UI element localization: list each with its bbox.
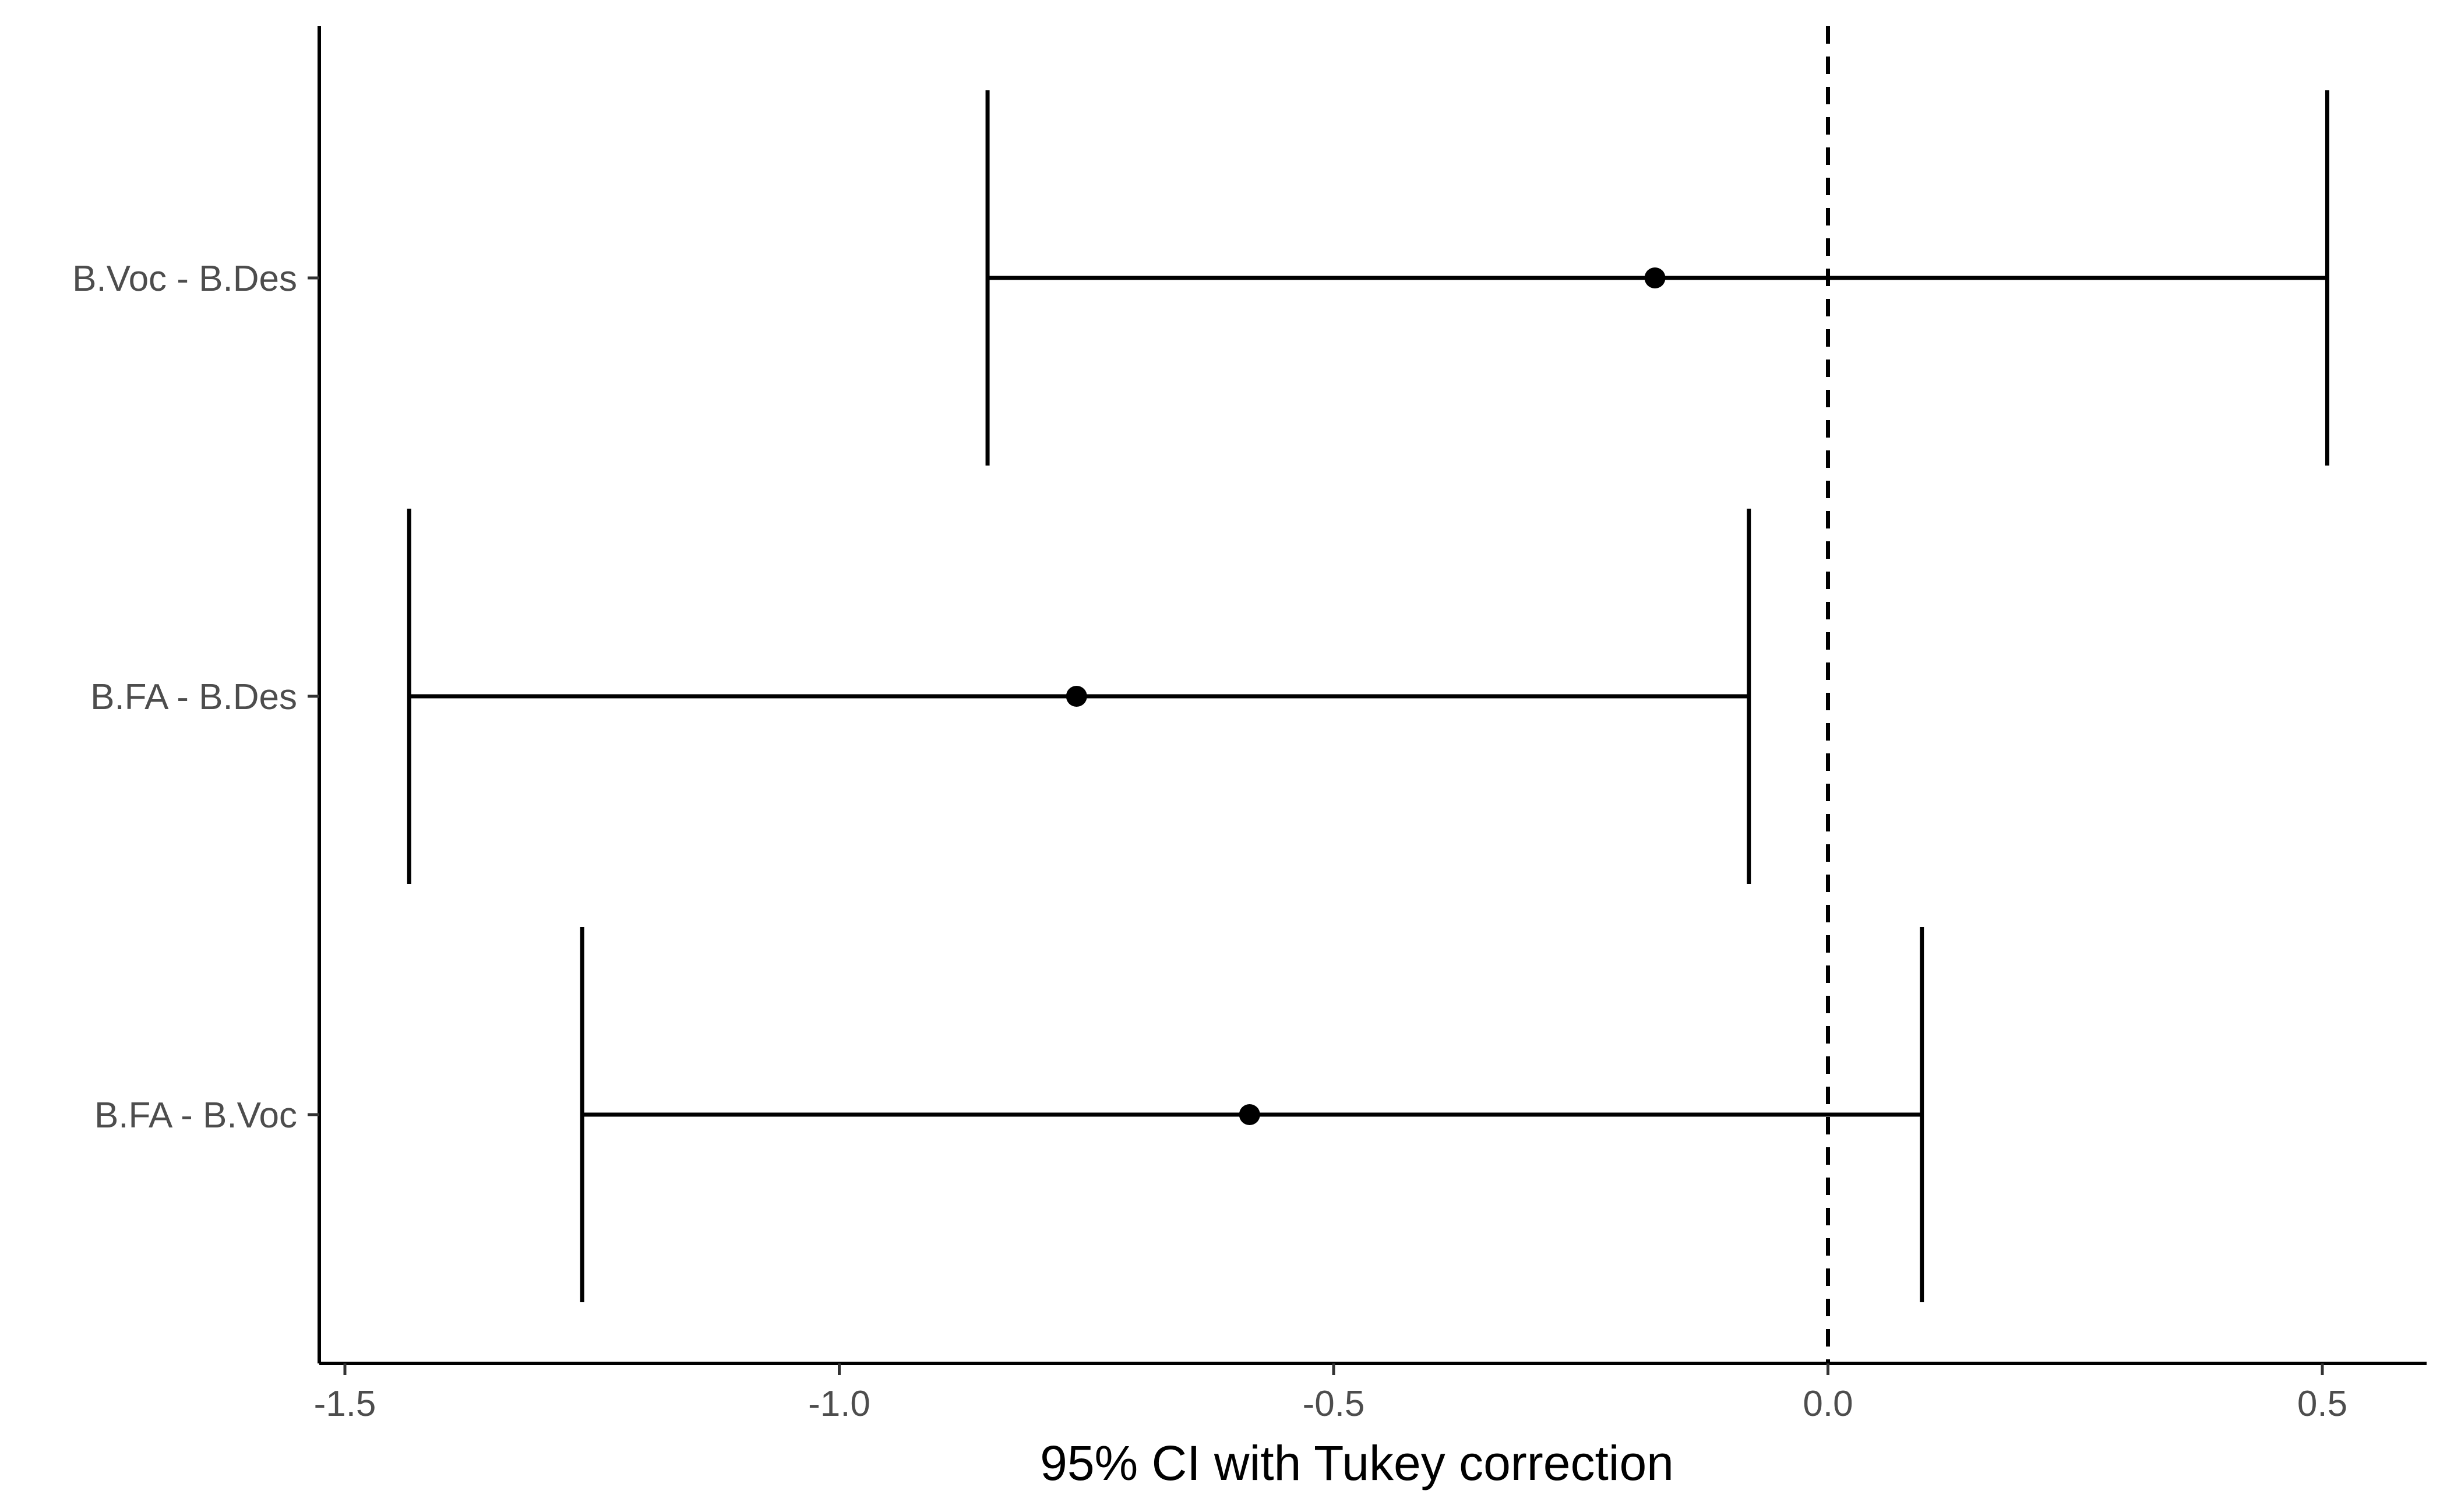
estimate-point <box>1066 686 1087 707</box>
plot-area <box>407 26 2329 1363</box>
x-tick-label: -1.0 <box>808 1384 870 1424</box>
estimate-point <box>1239 1104 1260 1125</box>
x-axis: -1.5 -1.0 -0.5 0.0 0.5 <box>314 1362 2427 1424</box>
x-tick-label: -1.5 <box>314 1384 376 1424</box>
y-tick-label: B.FA - B.Voc <box>94 1095 297 1136</box>
y-axis: B.Voc - B.Des B.FA - B.Des B.FA - B.Voc <box>72 26 321 1363</box>
x-tick-label: 0.0 <box>1803 1384 1853 1424</box>
x-axis-title: 95% CI with Tukey correction <box>1040 1436 1674 1490</box>
x-tick-label: -0.5 <box>1303 1384 1365 1424</box>
errorbar-2 <box>580 927 1924 1302</box>
estimate-point <box>1644 267 1666 288</box>
x-tick-label: 0.5 <box>2297 1384 2347 1424</box>
errorbar-1 <box>407 509 1751 884</box>
y-tick-label: B.FA - B.Des <box>90 677 297 717</box>
y-tick-label: B.Voc - B.Des <box>72 259 297 299</box>
errorbar-0 <box>985 90 2329 466</box>
